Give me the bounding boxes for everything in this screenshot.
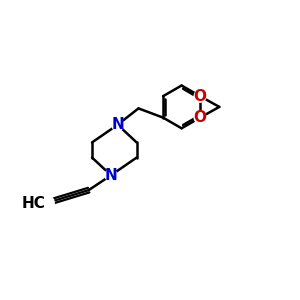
Circle shape (194, 112, 206, 124)
Text: HC: HC (22, 196, 46, 211)
Text: N: N (105, 168, 117, 183)
Circle shape (38, 195, 54, 211)
Text: O: O (194, 110, 207, 125)
Circle shape (112, 119, 124, 131)
Circle shape (194, 90, 206, 102)
Circle shape (105, 169, 117, 181)
Text: N: N (111, 117, 124, 132)
Text: O: O (194, 89, 207, 104)
